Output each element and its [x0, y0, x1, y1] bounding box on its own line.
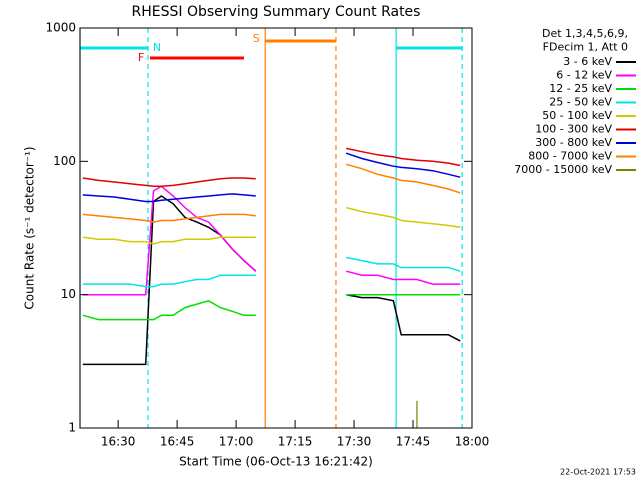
y-tick-label: 10 [61, 287, 76, 301]
legend-header: Det 1,3,4,5,6,9, [542, 27, 628, 40]
series-line [82, 193, 256, 203]
x-tick-label: 17:00 [219, 435, 254, 449]
legend-label: 25 - 50 keV [549, 96, 612, 109]
series-line [82, 177, 256, 188]
legend-label: 50 - 100 keV [542, 109, 612, 122]
series-line [82, 236, 256, 245]
series-line [346, 147, 461, 167]
legend-label: 12 - 25 keV [549, 82, 612, 95]
y-tick-label: 1000 [45, 21, 76, 35]
series-line [345, 163, 461, 194]
x-tick-label: 16:45 [160, 435, 195, 449]
series-line [345, 152, 461, 178]
legend-header: FDecim 1, Att 0 [543, 41, 628, 54]
series-line [82, 213, 256, 223]
legend-label: 800 - 7000 keV [528, 150, 612, 163]
y-tick-label: 1 [68, 421, 76, 435]
y-tick-label: 100 [53, 154, 76, 168]
legend-label: 7000 - 15000 keV [514, 163, 612, 176]
series-line [346, 270, 461, 285]
legend-label: 6 - 12 keV [556, 69, 612, 82]
interval-label: N [153, 41, 161, 54]
x-axis-label: Start Time (06-Oct-13 16:21:42) [179, 455, 373, 469]
interval-label: S [253, 32, 260, 45]
x-tick-label: 18:00 [455, 435, 490, 449]
series-line [346, 256, 461, 272]
chart-title: RHESSI Observing Summary Count Rates [132, 4, 421, 20]
legend-label: 100 - 300 keV [535, 123, 612, 136]
series-line [82, 274, 256, 288]
series-line [82, 185, 257, 296]
x-tick-label: 17:30 [337, 435, 372, 449]
y-axis-label: Count Rate (s⁻¹ detector⁻¹) [23, 146, 37, 309]
timestamp: 22-Oct-2021 17:53 [560, 468, 636, 477]
x-tick-label: 17:45 [396, 435, 431, 449]
series-line [346, 293, 461, 342]
legend-label: 3 - 6 keV [563, 55, 612, 68]
series-line [82, 299, 256, 321]
x-tick-label: 16:30 [101, 435, 136, 449]
x-tick-label: 17:15 [278, 435, 313, 449]
legend-label: 300 - 800 keV [535, 136, 612, 149]
interval-label: F [138, 51, 144, 64]
series-line [346, 206, 461, 229]
plot-frame [79, 27, 473, 429]
